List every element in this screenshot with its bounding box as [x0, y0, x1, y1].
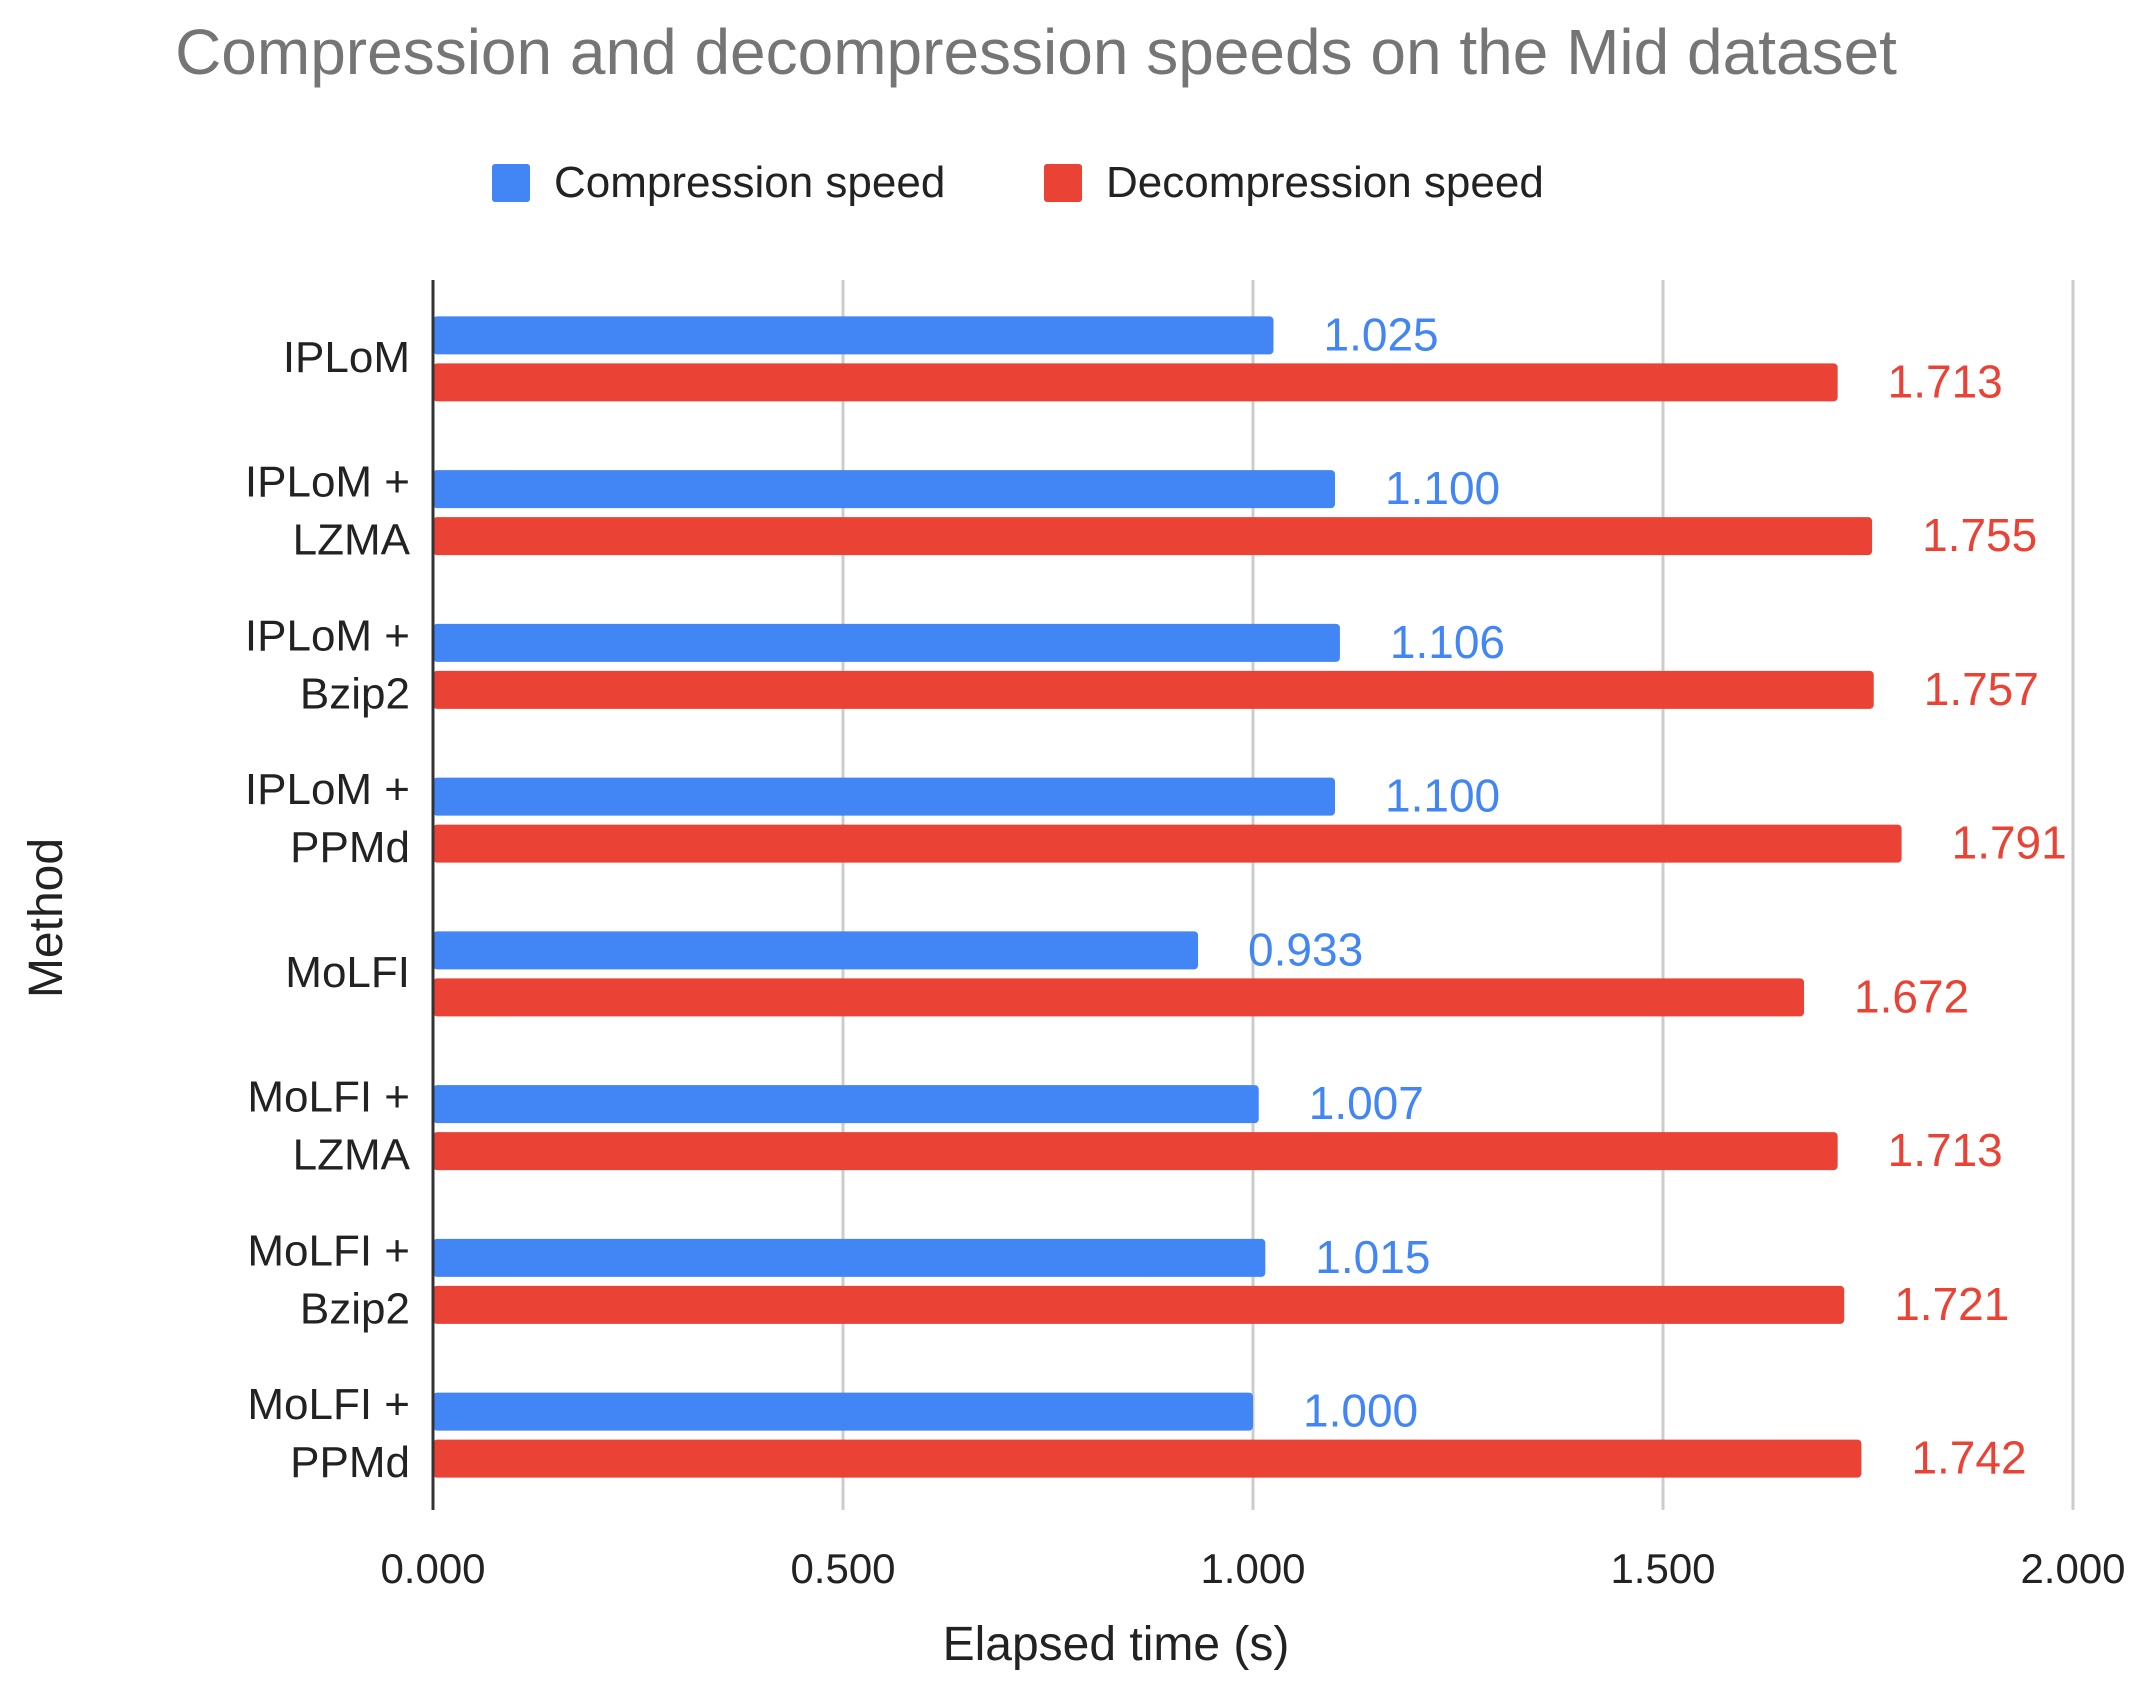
bar-decompression [433, 517, 1873, 556]
data-label-compression: 0.933 [1248, 923, 1363, 975]
category-label: PPMd [290, 823, 410, 872]
data-label-decompression: 1.755 [1922, 509, 2037, 561]
legend-swatch-compression [492, 164, 530, 202]
bar-decompression [433, 363, 1838, 402]
data-label-compression: 1.100 [1385, 770, 1500, 822]
bar-compression [433, 1085, 1259, 1124]
data-label-decompression: 1.713 [1888, 355, 2003, 407]
bar-compression [433, 316, 1274, 355]
x-tick-label: 1.000 [1200, 1545, 1305, 1592]
category-label: LZMA [293, 1131, 411, 1180]
category-label: IPLoM + [245, 458, 410, 507]
category-labels: IPLoM IPLoM + LZMA IPLoM + Bzip2 IPLoM + PPMd M… [245, 333, 411, 1487]
bar-compression [433, 931, 1199, 970]
data-label-compression: 1.025 [1324, 308, 1439, 360]
legend: Compression speed Decompression speed [492, 158, 1544, 207]
chart-title: Compression and decompression speeds on … [175, 16, 1897, 88]
legend-swatch-decompression [1044, 164, 1082, 202]
bar-decompression [433, 1285, 1845, 1324]
category-label: Bzip2 [300, 669, 410, 718]
bar-compression [433, 1392, 1253, 1431]
x-tick-label: 0.000 [380, 1545, 485, 1592]
data-label-compression: 1.015 [1315, 1231, 1430, 1283]
data-label-compression: 1.007 [1309, 1077, 1424, 1129]
bar-decompression [433, 1439, 1862, 1478]
data-label-decompression: 1.672 [1854, 970, 1969, 1022]
category-label: MoLFI + [247, 1226, 410, 1275]
x-axis-title: Elapsed time (s) [943, 1618, 1290, 1671]
data-labels: 1.025 1.713 1.100 1.755 1.106 1.757 1.100 1.791… [1248, 308, 2067, 1483]
bar-decompression [433, 670, 1874, 709]
data-label-decompression: 1.757 [1924, 663, 2039, 715]
bar-decompression [433, 824, 1902, 863]
data-label-compression: 1.100 [1385, 462, 1500, 514]
bar-compression [433, 1238, 1266, 1277]
bar-compression [433, 470, 1335, 509]
data-label-compression: 1.000 [1303, 1385, 1418, 1437]
bar-compression [433, 777, 1335, 816]
category-label: PPMd [290, 1438, 410, 1487]
category-label: MoLFI [285, 948, 410, 997]
category-label: IPLoM [283, 333, 410, 382]
x-tick-labels: 0.000 0.500 1.000 1.500 2.000 [380, 1545, 2125, 1592]
x-tick-label: 2.000 [2020, 1545, 2125, 1592]
y-axis-title: Method [20, 838, 73, 998]
data-label-compression: 1.106 [1390, 616, 1505, 668]
data-label-decompression: 1.742 [1911, 1432, 2026, 1484]
bar-compression [433, 623, 1340, 662]
category-label: Bzip2 [300, 1284, 410, 1333]
data-label-decompression: 1.791 [1952, 817, 2067, 869]
bars [433, 316, 1902, 1478]
category-label: MoLFI + [247, 1073, 410, 1122]
category-label: LZMA [293, 516, 411, 565]
bar-decompression [433, 1132, 1838, 1171]
category-label: IPLoM + [245, 765, 410, 814]
legend-label-compression: Compression speed [554, 158, 945, 207]
category-label: IPLoM + [245, 611, 410, 660]
legend-label-decompression: Decompression speed [1106, 158, 1544, 207]
bar-decompression [433, 978, 1805, 1017]
data-label-decompression: 1.721 [1894, 1278, 2009, 1330]
data-label-decompression: 1.713 [1888, 1124, 2003, 1176]
x-tick-label: 0.500 [790, 1545, 895, 1592]
category-label: MoLFI + [247, 1380, 410, 1429]
x-tick-label: 1.500 [1610, 1545, 1715, 1592]
